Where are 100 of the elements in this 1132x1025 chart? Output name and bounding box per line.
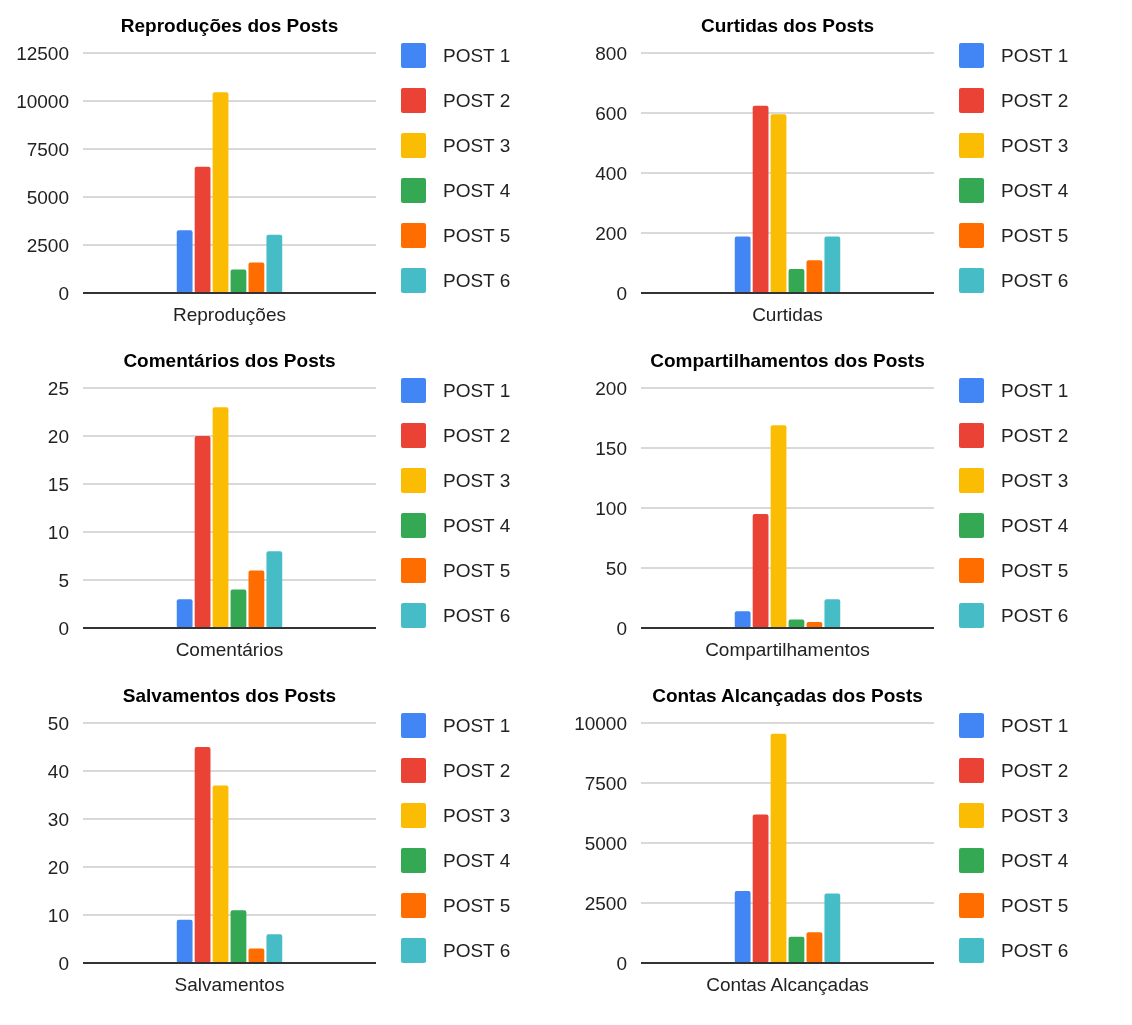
x-tick-label: Contas Alcançadas	[706, 974, 869, 995]
chart-title: Salvamentos dos Posts	[122, 685, 337, 706]
y-tick-label: 100	[595, 497, 627, 519]
y-tick-label: 0	[58, 617, 69, 639]
y-tick-label: 40	[47, 760, 69, 782]
legend-label: POST 4	[1001, 850, 1069, 872]
bar	[230, 910, 247, 963]
legend-label: POST 6	[443, 940, 511, 962]
bar	[194, 436, 211, 628]
y-tick-label: 50	[605, 557, 627, 579]
legend-label: POST 4	[443, 180, 511, 202]
bar	[734, 236, 751, 293]
legend-label: POST 6	[1001, 940, 1069, 962]
bar	[266, 551, 283, 628]
y-tick-label: 12500	[16, 42, 69, 64]
legend-label: POST 4	[443, 515, 511, 537]
y-tick-label: 200	[595, 377, 627, 399]
legend-label: POST 3	[1001, 135, 1069, 157]
x-tick-label: Comentários	[175, 639, 284, 660]
bar	[248, 570, 265, 628]
chart-title: Compartilhamentos dos Posts	[650, 350, 925, 371]
x-tick-label: Salvamentos	[174, 974, 285, 995]
bar	[212, 785, 229, 963]
bar	[770, 114, 787, 293]
bar	[194, 747, 211, 963]
x-tick-label: Compartilhamentos	[705, 639, 870, 660]
y-tick-label: 10000	[16, 90, 69, 112]
bar	[248, 262, 265, 293]
legend-label: POST 1	[443, 45, 511, 67]
y-tick-label: 20	[47, 856, 69, 878]
bar	[806, 932, 823, 963]
y-tick-label: 5	[58, 569, 69, 591]
bar	[824, 599, 841, 628]
y-tick-label: 2500	[584, 892, 627, 914]
bar	[752, 105, 769, 293]
bar	[770, 425, 787, 628]
x-tick-label: Reproduções	[172, 304, 287, 325]
bar	[788, 936, 805, 963]
bar	[752, 814, 769, 963]
bar	[824, 893, 841, 963]
bar	[752, 514, 769, 628]
legend-label: POST 3	[443, 805, 511, 827]
legend-label: POST 1	[1001, 380, 1069, 402]
legend-label: POST 5	[443, 895, 511, 917]
legend-label: POST 2	[443, 760, 511, 782]
chart-title: Curtidas dos Posts	[700, 15, 875, 36]
bar	[176, 599, 193, 628]
bar	[230, 589, 247, 628]
legend-label: POST 3	[1001, 470, 1069, 492]
bar	[230, 269, 247, 293]
y-tick-label: 2500	[26, 234, 69, 256]
y-tick-label: 200	[595, 222, 627, 244]
legend-label: POST 3	[443, 135, 511, 157]
legend-label: POST 2	[1001, 760, 1069, 782]
bar	[806, 260, 823, 293]
bar	[266, 234, 283, 293]
bar	[770, 733, 787, 963]
legend-label: POST 3	[1001, 805, 1069, 827]
bar	[824, 236, 841, 293]
legend-label: POST 1	[443, 380, 511, 402]
chart-title: Contas Alcançadas dos Posts	[652, 685, 923, 706]
legend-label: POST 4	[443, 850, 511, 872]
bar	[176, 230, 193, 293]
y-tick-label: 10	[47, 904, 69, 926]
bar	[788, 269, 805, 293]
y-tick-label: 800	[595, 42, 627, 64]
legend-label: POST 6	[1001, 605, 1069, 627]
bar	[212, 92, 229, 293]
y-tick-label: 150	[595, 437, 627, 459]
x-tick-label: Curtidas	[752, 304, 823, 325]
y-tick-label: 30	[47, 808, 69, 830]
legend-label: POST 2	[443, 90, 511, 112]
bar	[734, 611, 751, 628]
bar	[266, 934, 283, 963]
legend-label: POST 5	[443, 560, 511, 582]
legend-label: POST 5	[443, 225, 511, 247]
y-tick-label: 0	[616, 282, 627, 304]
legend-label: POST 5	[1001, 895, 1069, 917]
y-tick-label: 50	[47, 712, 69, 734]
y-tick-label: 10000	[574, 712, 627, 734]
y-tick-label: 25	[47, 377, 69, 399]
legend-label: POST 4	[1001, 515, 1069, 537]
legend-label: POST 5	[1001, 560, 1069, 582]
chart-title: Reproduções dos Posts	[120, 15, 339, 36]
legend-label: POST 1	[443, 715, 511, 737]
y-tick-label: 600	[595, 102, 627, 124]
legend-label: POST 2	[1001, 425, 1069, 447]
legend-label: POST 6	[443, 605, 511, 627]
legend-label: POST 2	[1001, 90, 1069, 112]
y-tick-label: 7500	[26, 138, 69, 160]
y-tick-label: 5000	[584, 832, 627, 854]
y-tick-label: 400	[595, 162, 627, 184]
y-tick-label: 0	[616, 952, 627, 974]
y-tick-label: 10	[47, 521, 69, 543]
legend-label: POST 3	[443, 470, 511, 492]
y-tick-label: 20	[47, 425, 69, 447]
chart-title: Comentários dos Posts	[123, 350, 336, 371]
y-tick-label: 0	[616, 617, 627, 639]
legend-label: POST 1	[1001, 45, 1069, 67]
legend-label: POST 6	[443, 270, 511, 292]
